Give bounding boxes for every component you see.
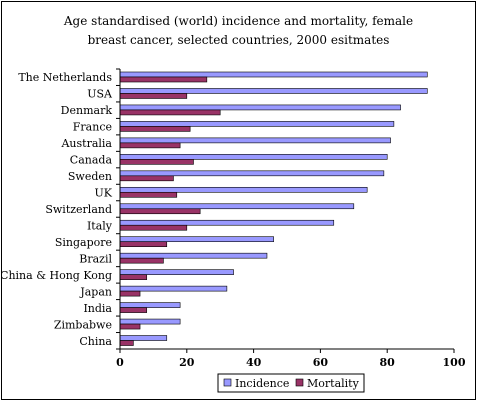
category-label: Switzerland	[45, 203, 112, 216]
bar-mortality-sweden	[119, 175, 174, 182]
x-tick-label: 40	[246, 356, 262, 369]
bar-mortality-china-hong-kong	[119, 274, 148, 280]
legend-box	[217, 373, 365, 393]
category-label: Australia	[60, 137, 112, 150]
category-label: The Netherlands	[18, 71, 112, 84]
bar-mortality-denmark	[119, 109, 221, 116]
x-tick-label: 20	[179, 356, 195, 369]
bar-incidence-china	[119, 335, 168, 341]
category-label: China & Hong Kong	[2, 269, 112, 282]
category-label: Canada	[70, 154, 113, 167]
category-label: China	[79, 335, 112, 348]
category-label: Brazil	[79, 252, 112, 265]
category-label: Italy	[87, 219, 113, 232]
bar-incidence-japan	[119, 285, 228, 292]
bar-mortality-zimbabwe	[119, 323, 141, 330]
category-label: Sweden	[68, 170, 112, 183]
bar-incidence-india	[119, 302, 181, 308]
bar-mortality-brazil	[119, 257, 164, 264]
bar-mortality-switzerland	[119, 208, 201, 215]
bar-incidence-switzerland	[119, 203, 355, 210]
category-label: Japan	[79, 285, 112, 298]
legend-swatch-mortality	[295, 378, 304, 387]
category-label: Singapore	[55, 236, 112, 249]
category-label: Zimbabwe	[54, 318, 112, 331]
category-label: USA	[87, 88, 113, 101]
category-label: France	[73, 121, 112, 134]
bar-mortality-uk	[119, 191, 178, 198]
bar-incidence-canada	[119, 154, 388, 160]
category-label: Denmark	[61, 104, 113, 117]
bar-mortality-china	[119, 340, 134, 346]
bar-mortality-india	[119, 307, 148, 313]
bar-mortality-france	[119, 126, 191, 132]
bar-incidence-zimbabwe	[119, 318, 181, 325]
bar-mortality-canada	[119, 159, 194, 165]
bar-incidence-the-netherlands	[119, 71, 428, 78]
bar-incidence-singapore	[119, 236, 274, 243]
bar-incidence-denmark	[119, 104, 401, 111]
bar-mortality-the-netherlands	[119, 76, 208, 83]
x-tick-label: 100	[443, 356, 466, 369]
legend-label-incidence: Incidence	[235, 377, 289, 390]
category-label: India	[83, 302, 112, 315]
x-tick-label: 0	[116, 356, 124, 369]
bar-incidence-sweden	[119, 170, 385, 177]
bar-incidence-uk	[119, 186, 368, 193]
bar-mortality-japan	[119, 290, 141, 297]
bar-mortality-italy	[119, 224, 188, 231]
x-tick-label: 80	[380, 356, 396, 369]
bar-mortality-australia	[119, 142, 181, 149]
bar-mortality-singapore	[119, 241, 168, 248]
category-label: UK	[95, 187, 113, 200]
x-tick-label: 60	[313, 356, 329, 369]
bar-incidence-australia	[119, 137, 391, 144]
bar-incidence-usa	[119, 88, 428, 94]
bar-incidence-france	[119, 121, 395, 127]
bar-incidence-brazil	[119, 252, 268, 259]
bar-mortality-usa	[119, 93, 188, 99]
legend-label-mortality: Mortality	[307, 377, 360, 390]
bar-incidence-china-hong-kong	[119, 269, 234, 275]
bar-incidence-italy	[119, 219, 335, 226]
chart-title: Age standardised (world) incidence and m…	[63, 14, 414, 47]
legend-swatch-incidence	[223, 378, 232, 387]
